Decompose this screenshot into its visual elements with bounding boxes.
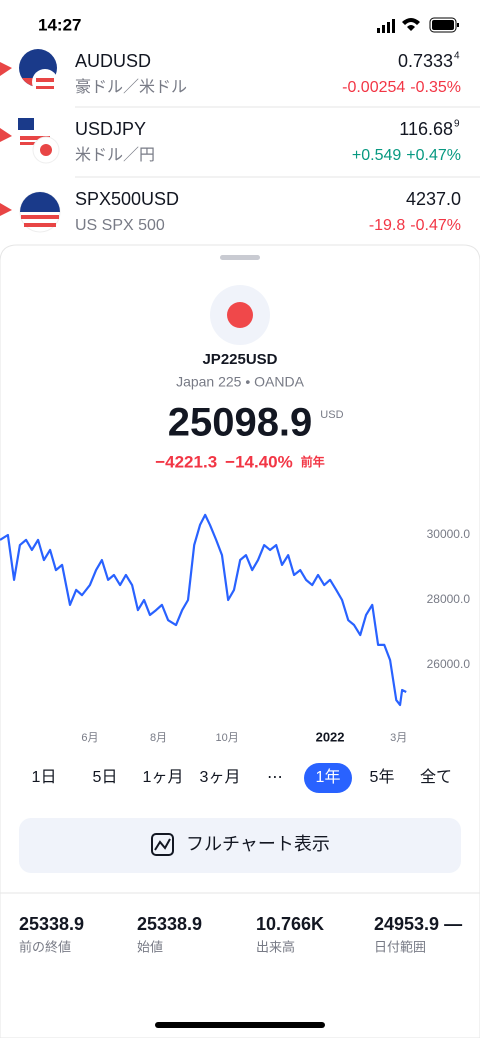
price-sup: 4 [454,51,460,62]
detail-exchange: Japan 225 • OANDA [176,374,305,390]
price-line [0,513,407,707]
stat-label: 前の終値 [19,939,71,954]
stat-value: 25338.9 [137,914,202,934]
full-chart-button[interactable] [19,818,461,873]
change-percent: -0.35% [410,79,461,96]
x-tick-label: 10月 [216,732,239,744]
price: 4237.0 [406,189,461,209]
detail-change: −4221.3 [155,452,217,471]
detail-currency: USD [320,409,343,421]
stat-value: 25338.9 [19,914,84,934]
price: 0.7333 [398,51,453,71]
stat-value: 10.766K [256,914,324,934]
change: +0.549 [352,147,401,164]
x-tick-label: 8月 [150,732,167,744]
change-percent: -0.47% [410,217,461,234]
detail-price: 25098.9 [168,401,313,445]
status-time: 14:27 [38,15,81,34]
period-selected[interactable] [304,763,352,793]
stat-value: 24953.9 — [374,914,462,934]
period-option[interactable]: 1日 [32,769,57,786]
y-tick-label: 30000.0 [427,527,471,541]
y-tick-label: 28000.0 [427,592,471,606]
status-bar [0,0,480,46]
period-option[interactable]: 5年 [370,768,395,786]
symbol[interactable]: USDJPY [75,119,146,139]
detail-change-percent: −14.40% [225,452,293,471]
y-tick-label: 26000.0 [427,657,471,671]
sheet-handle[interactable] [220,255,260,260]
period-option[interactable]: 5日 [93,769,118,786]
change: -0.00254 [342,79,405,96]
flag-icons [0,49,61,233]
full-chart-label: フルチャート表示 [186,834,330,854]
period-option[interactable]: ⋯ [267,769,283,786]
change: -19.8 [369,217,406,234]
period-option[interactable]: 1ヶ月 [143,769,184,786]
description: 米ドル／円 [75,146,155,164]
description: US SPX 500 [75,217,165,234]
price-sup: 9 [454,119,460,130]
period-option[interactable]: 全て [420,768,452,786]
x-tick-label: 6月 [81,732,98,744]
chart-icon [151,833,174,856]
x-tick-label: 2022 [316,729,345,744]
stat-label: 日付範囲 [374,939,426,954]
home-indicator [155,1022,325,1028]
symbol-logo-dot [227,302,253,328]
chart-icon-line [154,838,171,851]
x-tick-label: 3月 [390,732,407,744]
symbol[interactable]: SPX500USD [75,189,179,209]
period-option[interactable]: 3ヶ月 [200,769,241,786]
description: 豪ドル／米ドル [75,77,187,96]
stat-label: 出来高 [256,939,295,954]
symbol[interactable]: AUDUSD [75,51,151,71]
change-percent: +0.47% [406,147,461,164]
detail-symbol: JP225USD [202,351,277,368]
status-icons [377,17,459,33]
stat-label: 始値 [137,939,163,954]
period-option[interactable]: 1年 [316,768,341,786]
detail-period: 前年 [301,454,325,469]
price: 116.68 [399,119,453,139]
